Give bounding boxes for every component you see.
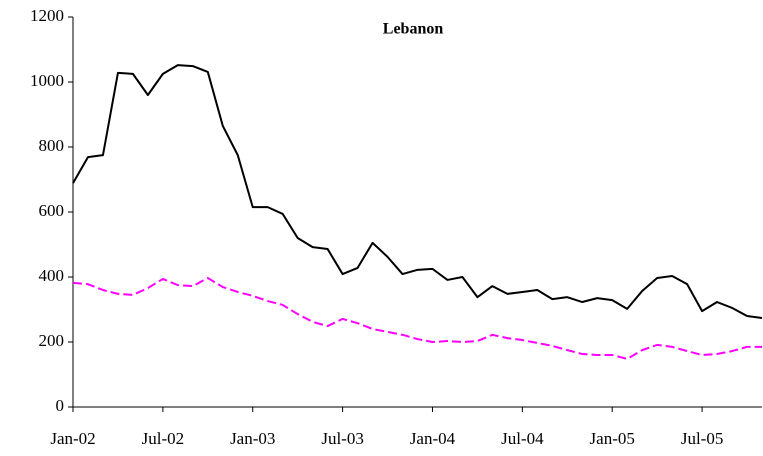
- y-tick-label: 800: [39, 136, 65, 155]
- y-tick-label: 1000: [30, 71, 64, 90]
- x-tick-label: Jan-04: [410, 429, 456, 448]
- x-tick-label: Jul-04: [501, 429, 544, 448]
- chart-title: Lebanon: [383, 21, 444, 38]
- y-tick-label: 400: [39, 266, 65, 285]
- x-tick-label: Jan-03: [230, 429, 275, 448]
- series-line: [72, 64, 763, 319]
- series-line: [72, 276, 762, 360]
- y-tick-label: 600: [39, 201, 65, 220]
- x-tick-label: Jan-05: [590, 429, 635, 448]
- y-tick-label: 200: [39, 331, 65, 350]
- x-tick-label: Jan-02: [50, 429, 95, 448]
- x-tick-label: Jul-02: [142, 429, 185, 448]
- x-tick-label: Jul-03: [321, 429, 364, 448]
- x-tick-label: Jul-05: [681, 429, 724, 448]
- y-tick-label: 0: [56, 396, 65, 415]
- y-tick-label: 1200: [30, 6, 64, 25]
